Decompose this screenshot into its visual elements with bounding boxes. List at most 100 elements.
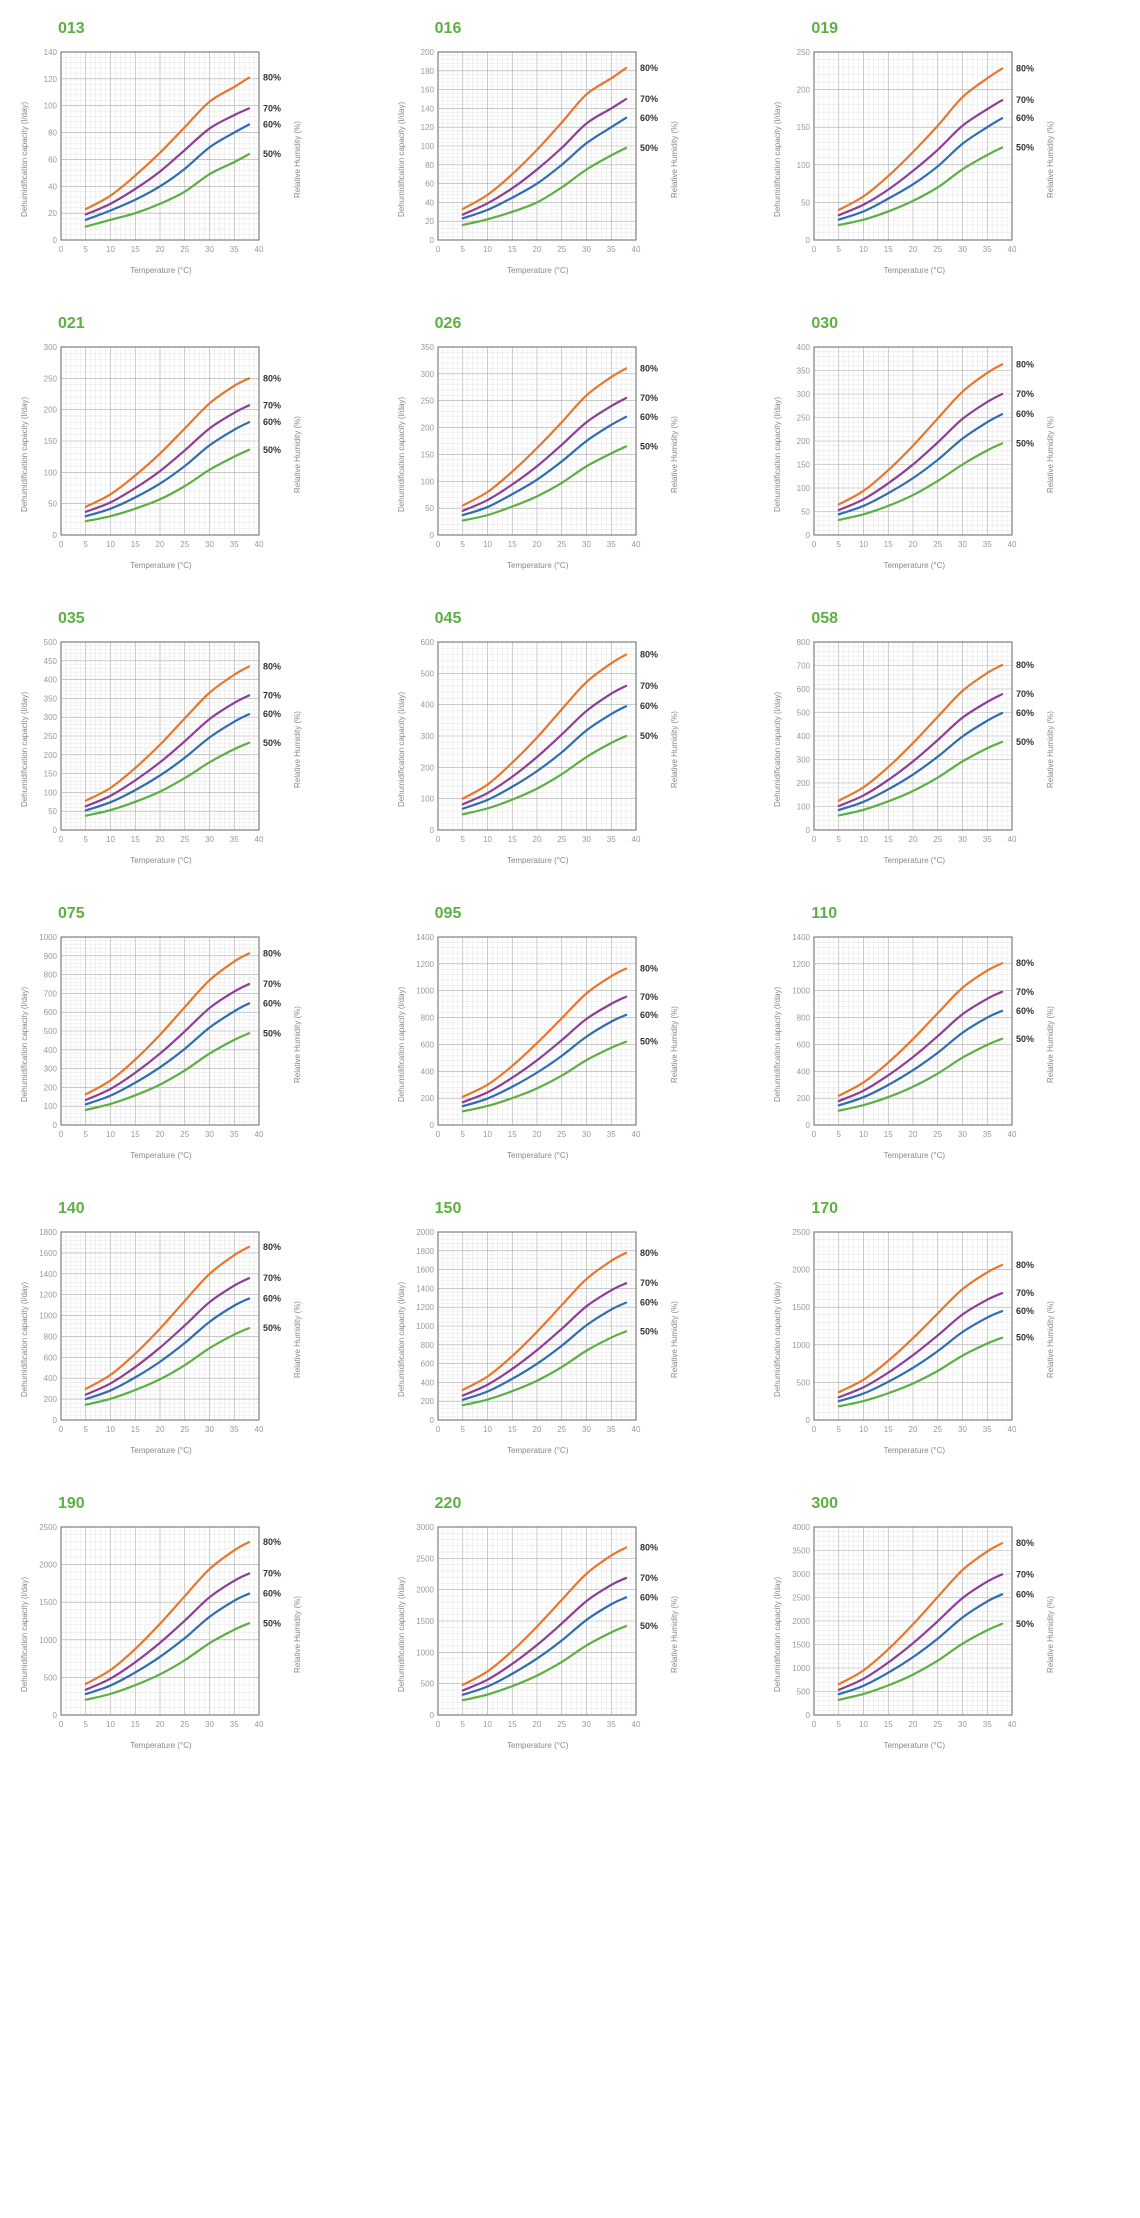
y-axis-label-right: Relative Humidity (%) xyxy=(670,44,679,275)
series-label: 80% xyxy=(640,650,658,660)
series-label: 70% xyxy=(640,94,658,104)
y-tick-label: 0 xyxy=(806,1121,811,1130)
y-tick-label: 200 xyxy=(420,763,434,772)
chart-plot-wrap: 05101520253035400500100015002000250080%7… xyxy=(784,1224,1044,1455)
y-tick-label: 150 xyxy=(44,437,58,446)
y-axis-label-left: Dehumidification capacity (l/day) xyxy=(20,339,29,570)
x-tick-label: 0 xyxy=(812,245,817,254)
y-tick-label: 400 xyxy=(44,676,58,685)
x-tick-label: 10 xyxy=(859,1130,868,1139)
y-tick-label: 0 xyxy=(429,1711,434,1720)
x-tick-label: 10 xyxy=(483,835,492,844)
y-tick-label: 200 xyxy=(44,1395,58,1404)
y-tick-label: 50 xyxy=(801,508,810,517)
y-tick-label: 1600 xyxy=(39,1249,57,1258)
y-tick-label: 600 xyxy=(797,685,811,694)
chart-title: 030 xyxy=(811,315,1120,333)
chart-svg: 0510152025303540010020030040050060070080… xyxy=(31,929,291,1149)
y-axis-label-right: Relative Humidity (%) xyxy=(670,339,679,570)
chart-title: 019 xyxy=(811,20,1120,38)
x-tick-label: 5 xyxy=(460,835,465,844)
y-tick-label: 150 xyxy=(44,770,58,779)
chart-title: 095 xyxy=(435,905,744,923)
x-axis-label: Temperature (°C) xyxy=(408,1151,668,1160)
y-tick-label: 400 xyxy=(44,1046,58,1055)
series-label: 80% xyxy=(1016,1538,1034,1548)
y-axis-label-left: Dehumidification capacity (l/day) xyxy=(773,929,782,1160)
chart-title: 075 xyxy=(58,905,367,923)
x-tick-label: 5 xyxy=(84,1720,89,1729)
y-tick-label: 1500 xyxy=(793,1641,811,1650)
y-axis-label-left: Dehumidification capacity (l/day) xyxy=(397,44,406,275)
chart-cell: 140 Dehumidification capacity (l/day) 05… xyxy=(20,1200,367,1455)
x-tick-label: 35 xyxy=(230,245,239,254)
chart-svg: 0510152025303540050010001500200025003000… xyxy=(784,1519,1044,1739)
series-label: 80% xyxy=(640,964,658,974)
y-tick-label: 800 xyxy=(420,1014,434,1023)
x-tick-label: 40 xyxy=(631,1130,640,1139)
x-tick-label: 15 xyxy=(131,1425,140,1434)
chart-title: 021 xyxy=(58,315,367,333)
series-label: 60% xyxy=(1016,1306,1034,1316)
x-tick-label: 10 xyxy=(483,1130,492,1139)
y-tick-label: 200 xyxy=(420,1094,434,1103)
y-tick-label: 700 xyxy=(797,662,811,671)
chart-body: Dehumidification capacity (l/day) 051015… xyxy=(773,929,1120,1160)
x-tick-label: 20 xyxy=(532,245,541,254)
series-label: 80% xyxy=(263,1242,281,1252)
x-tick-label: 35 xyxy=(230,540,239,549)
series-label: 80% xyxy=(263,948,281,958)
x-tick-label: 5 xyxy=(84,1130,89,1139)
series-label: 60% xyxy=(263,120,281,130)
chart-svg: 0510152025303540050100150200250300350400… xyxy=(784,339,1044,559)
x-axis-label: Temperature (°C) xyxy=(408,856,668,865)
y-tick-label: 500 xyxy=(44,1673,58,1682)
y-tick-label: 150 xyxy=(420,450,434,459)
series-label: 60% xyxy=(1016,409,1034,419)
y-tick-label: 300 xyxy=(797,390,811,399)
x-tick-label: 20 xyxy=(532,1720,541,1729)
series-label: 50% xyxy=(640,1037,658,1047)
x-tick-label: 25 xyxy=(557,835,566,844)
series-label: 50% xyxy=(263,738,281,748)
x-tick-label: 35 xyxy=(230,835,239,844)
y-axis-label-right: Relative Humidity (%) xyxy=(1046,1224,1055,1455)
y-tick-label: 200 xyxy=(797,86,811,95)
series-label: 50% xyxy=(1016,143,1034,153)
series-label: 50% xyxy=(640,143,658,153)
series-label: 70% xyxy=(263,1273,281,1283)
y-axis-label-left: Dehumidification capacity (l/day) xyxy=(773,44,782,275)
x-tick-label: 10 xyxy=(483,1425,492,1434)
x-tick-label: 25 xyxy=(934,835,943,844)
x-tick-label: 40 xyxy=(255,1130,264,1139)
x-tick-label: 25 xyxy=(180,1425,189,1434)
x-tick-label: 30 xyxy=(582,1425,591,1434)
x-tick-label: 20 xyxy=(156,245,165,254)
chart-plot-wrap: 0510152025303540050010001500200025003000… xyxy=(408,1519,668,1750)
series-label: 70% xyxy=(640,393,658,403)
y-tick-label: 300 xyxy=(420,370,434,379)
series-label: 50% xyxy=(263,1028,281,1038)
chart-cell: 095 Dehumidification capacity (l/day) 05… xyxy=(397,905,744,1160)
x-tick-label: 25 xyxy=(934,1130,943,1139)
y-axis-label-left: Dehumidification capacity (l/day) xyxy=(397,1519,406,1750)
y-axis-label-left: Dehumidification capacity (l/day) xyxy=(20,634,29,865)
y-tick-label: 50 xyxy=(48,500,57,509)
x-tick-label: 40 xyxy=(1008,540,1017,549)
series-label: 80% xyxy=(1016,958,1034,968)
x-tick-label: 30 xyxy=(205,1130,214,1139)
y-tick-label: 140 xyxy=(420,104,434,113)
series-label: 60% xyxy=(1016,1589,1034,1599)
y-tick-label: 120 xyxy=(44,75,58,84)
series-label: 60% xyxy=(640,1298,658,1308)
chart-plot-wrap: 0510152025303540050100150200250300350400… xyxy=(31,634,291,865)
series-label: 50% xyxy=(1016,1034,1034,1044)
chart-cell: 013 Dehumidification capacity (l/day) 05… xyxy=(20,20,367,275)
y-tick-label: 2000 xyxy=(39,1561,57,1570)
y-tick-label: 1000 xyxy=(39,933,57,942)
x-tick-label: 15 xyxy=(131,540,140,549)
y-tick-label: 1000 xyxy=(793,1341,811,1350)
chart-plot-wrap: 0510152025303540050100150200250300350400… xyxy=(784,339,1044,570)
x-tick-label: 20 xyxy=(532,1425,541,1434)
x-tick-label: 25 xyxy=(180,835,189,844)
